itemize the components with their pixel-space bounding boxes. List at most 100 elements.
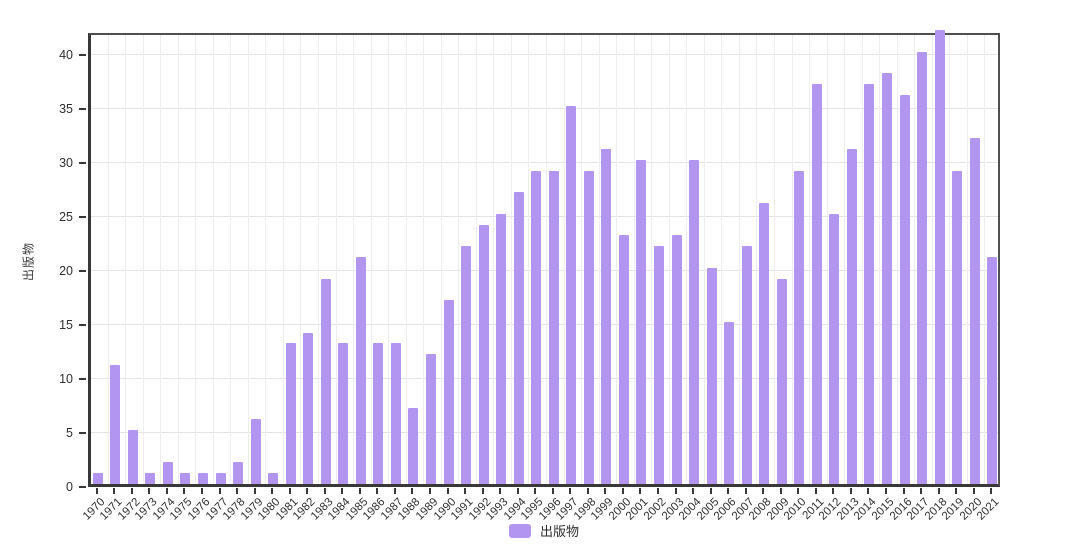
bar-1982[interactable] [303,332,314,484]
bar-2015[interactable] [882,73,892,484]
bar-1973[interactable] [145,473,156,484]
bar-2010[interactable] [794,170,805,484]
x-gridline [581,35,583,484]
x-tick-mark [657,488,659,494]
bar-2002[interactable] [654,246,664,484]
x-gridline [212,35,214,484]
x-gridline [142,35,144,484]
x-gridline [633,35,635,484]
y-tick-label: 35 [59,101,73,116]
x-tick-mark [446,488,449,494]
x-tick-mark [393,488,396,494]
x-gridline [686,35,688,484]
legend-color-swatch [508,523,531,538]
legend[interactable]: 出版物 [88,521,1000,540]
bar-1972[interactable] [127,429,138,484]
bar-1979[interactable] [250,419,261,484]
y-axis-title: 出版物 [21,242,36,282]
bar-2016[interactable] [899,94,910,484]
bar-1977[interactable] [215,473,226,484]
bar-1975[interactable] [180,473,191,484]
bar-2005[interactable] [706,267,717,484]
bar-1994[interactable] [513,192,524,484]
x-tick-mark [551,488,554,494]
bar-1986[interactable] [373,343,384,484]
x-tick-mark [464,488,467,494]
x-tick-mark [902,488,905,494]
bar-2000[interactable] [618,235,629,484]
bar-1983[interactable] [320,278,331,484]
x-gridline [756,35,758,484]
x-tick-mark [499,488,502,494]
bar-2019[interactable] [952,170,963,484]
bar-2014[interactable] [864,84,875,484]
y-tick-label: 5 [66,425,73,440]
bar-1990[interactable] [443,300,454,484]
bar-1996[interactable] [548,170,559,484]
x-tick-mark [411,488,414,494]
x-tick-mark [113,488,116,494]
bar-1989[interactable] [426,354,436,484]
x-tick-mark [621,488,624,494]
bar-1995[interactable] [531,170,542,484]
bar-1971[interactable] [110,365,121,484]
x-tick-mark [779,488,782,494]
bar-2009[interactable] [776,278,787,484]
x-gridline [931,35,933,484]
x-gridline [861,35,863,484]
x-tick-mark [306,488,309,494]
bar-2003[interactable] [671,235,682,484]
y-tick-mark [79,215,86,218]
x-tick-mark [762,488,765,494]
bar-1970[interactable] [92,473,103,484]
x-gridline [370,35,372,484]
x-tick-mark [95,488,98,494]
bar-1985[interactable] [355,257,366,484]
bar-2001[interactable] [636,159,647,484]
bar-2013[interactable] [846,148,857,484]
bar-1976[interactable] [198,473,208,484]
bar-2008[interactable] [759,202,770,484]
bar-1980[interactable] [268,473,279,484]
bar-2021[interactable] [987,257,998,484]
bar-2018[interactable] [934,30,945,484]
bar-1984[interactable] [338,343,349,484]
bar-1997[interactable] [566,105,577,484]
x-gridline [616,35,618,484]
bar-1993[interactable] [496,213,507,484]
y-gridline [91,215,998,217]
bar-2012[interactable] [829,213,840,484]
bar-1988[interactable] [408,408,419,484]
bar-1999[interactable] [601,148,612,484]
x-tick-mark [481,488,484,494]
y-gridline [91,323,998,325]
x-gridline [230,35,232,484]
x-gridline [423,35,425,484]
bar-1998[interactable] [583,170,594,484]
x-gridline [984,35,986,484]
y-tick-mark [79,377,86,380]
bar-2017[interactable] [917,51,928,484]
bar-2007[interactable] [741,246,752,484]
bar-1991[interactable] [461,246,472,484]
bar-2011[interactable] [811,84,822,484]
bar-2004[interactable] [689,159,700,484]
y-tick-mark [79,486,86,488]
x-gridline [546,35,547,484]
y-tick-label: 15 [59,317,73,332]
bar-1992[interactable] [478,224,489,484]
x-gridline [966,35,968,484]
bar-1978[interactable] [233,462,244,484]
bar-1987[interactable] [390,343,401,484]
x-tick-mark [937,488,940,494]
bar-1974[interactable] [162,462,173,484]
x-gridline [107,35,109,484]
x-gridline [458,35,460,484]
x-tick-mark [814,488,817,494]
bar-2006[interactable] [724,321,735,484]
bar-2020[interactable] [969,138,980,484]
x-gridline [598,35,600,484]
bar-1981[interactable] [285,343,296,484]
x-gridline [318,35,319,484]
